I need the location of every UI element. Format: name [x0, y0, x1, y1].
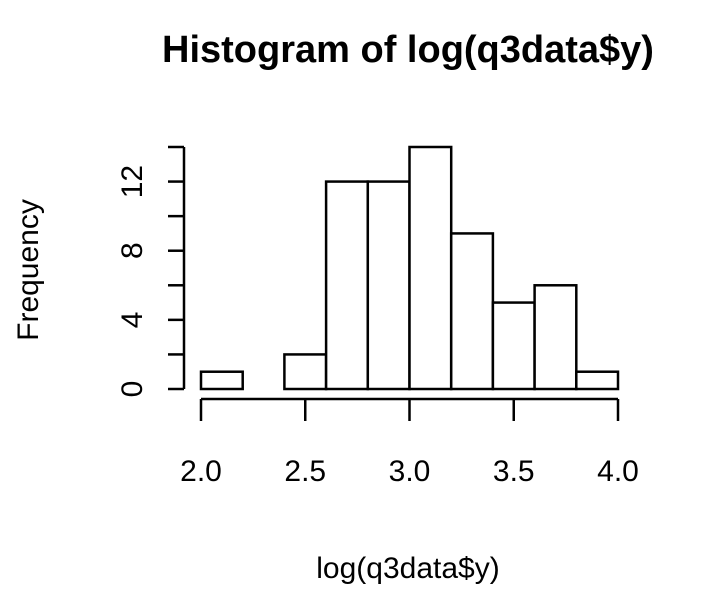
- bars-group: [199, 145, 620, 391]
- histogram-bar: [449, 232, 495, 391]
- histogram-bar: [283, 353, 328, 391]
- y-tick-label: 8: [116, 242, 149, 259]
- x-tick-label: 3.5: [493, 455, 535, 488]
- y-axis-label: Frequency: [12, 199, 45, 341]
- y-tick-label: 0: [116, 381, 149, 398]
- histogram-bar: [575, 370, 620, 391]
- histogram-bar: [533, 284, 578, 391]
- histogram-bar: [199, 370, 244, 391]
- histogram-bar: [491, 301, 536, 391]
- x-axis-label: log(q3data$y): [316, 552, 499, 585]
- histogram-bar: [366, 180, 411, 391]
- histogram-bar: [324, 180, 370, 391]
- x-tick-label: 3.0: [389, 455, 431, 488]
- y-axis: 0 4 8 12: [116, 145, 186, 398]
- x-axis: 2.0 2.5 3.0 3.5 4.0: [180, 397, 639, 488]
- x-tick-label: 4.0: [597, 455, 639, 488]
- y-tick-label: 12: [116, 165, 149, 198]
- x-tick-label: 2.5: [284, 455, 326, 488]
- chart-title: Histogram of log(q3data$y): [162, 29, 654, 71]
- histogram-bar: [408, 145, 453, 391]
- y-tick-label: 4: [116, 312, 149, 329]
- x-tick-label: 2.0: [180, 455, 222, 488]
